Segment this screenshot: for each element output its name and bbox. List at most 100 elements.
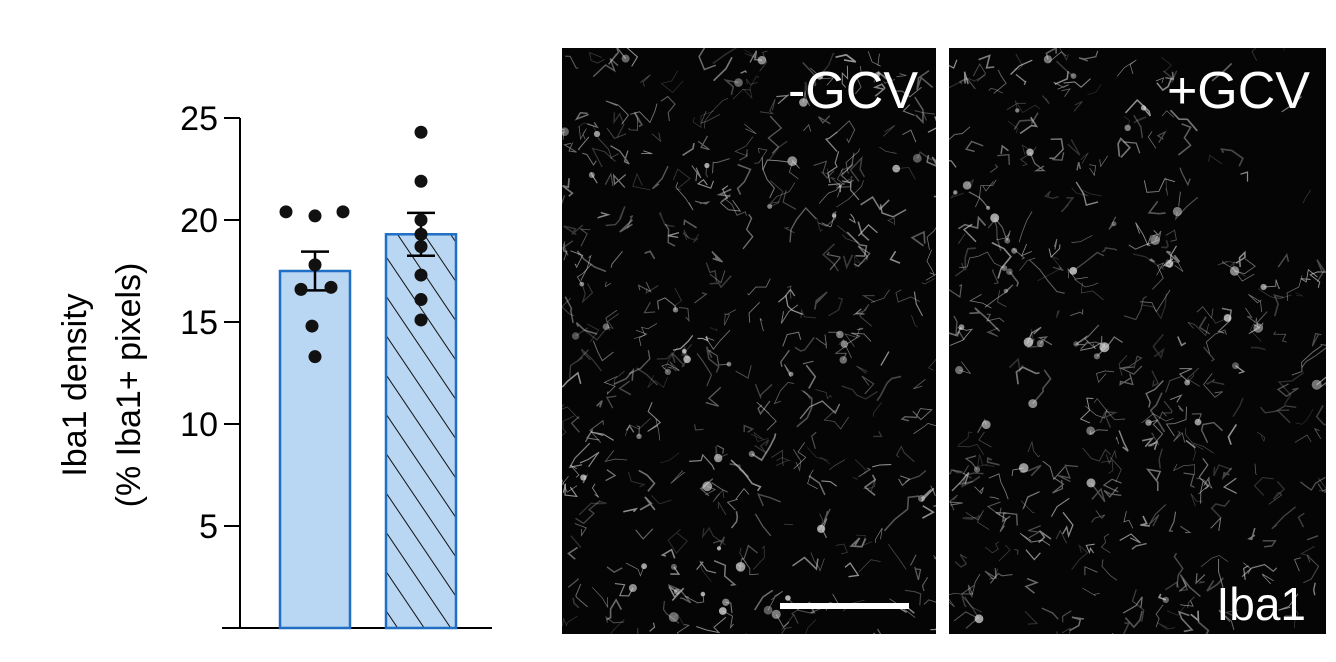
microglia-process <box>751 433 777 462</box>
microglia-process <box>1285 614 1296 629</box>
microglia-process <box>1300 476 1326 491</box>
microglia-process <box>745 633 747 634</box>
microglia-process <box>1261 573 1274 585</box>
microglia-process <box>572 597 580 609</box>
microglia-process <box>949 284 963 298</box>
microglia-process <box>1027 525 1042 539</box>
microglia-process <box>605 395 617 409</box>
microglia-process <box>1256 431 1266 442</box>
microglia-process <box>597 211 611 219</box>
microglia-process <box>605 309 618 331</box>
microglia-process <box>998 544 1011 562</box>
microglia-process <box>582 152 597 166</box>
microglia-process <box>711 158 730 174</box>
microglia-process <box>735 365 752 379</box>
microglia-process <box>1042 95 1050 105</box>
microglia-soma <box>722 598 730 606</box>
microglia-process <box>852 477 858 480</box>
microglia-process <box>1200 421 1224 444</box>
microglia-process <box>967 584 974 598</box>
microglia-process <box>592 57 619 78</box>
microglia-process <box>1243 562 1252 575</box>
microglia-process <box>635 329 648 346</box>
microglia-process <box>628 112 639 131</box>
microglia-process <box>1163 258 1174 269</box>
microglia-process <box>1001 512 1018 526</box>
microglia-process <box>651 165 669 190</box>
microglia-process <box>1178 191 1181 207</box>
microglia-process <box>1303 554 1320 584</box>
microglia-process <box>699 560 712 582</box>
microglia-process <box>783 364 792 378</box>
microglia-process <box>782 331 802 347</box>
microglia-process <box>1141 413 1174 424</box>
microglia-process <box>605 615 625 624</box>
microglia-soma <box>1111 221 1117 227</box>
microglia-process <box>968 191 989 209</box>
microglia-process <box>667 584 692 604</box>
microglia-process <box>1024 610 1039 625</box>
microglia-process <box>682 233 700 243</box>
microglia-process <box>997 153 1011 165</box>
microglia-process <box>700 110 721 124</box>
microglia-process <box>986 327 999 337</box>
microglia-process <box>689 453 715 470</box>
microglia-process <box>949 192 964 199</box>
microglia-process <box>1029 259 1065 294</box>
microglia-process <box>922 505 935 519</box>
microglia-process <box>1173 552 1184 588</box>
microglia-process <box>592 340 614 362</box>
microglia-soma <box>636 433 642 439</box>
microglia-process <box>1116 59 1137 77</box>
microglia-process <box>856 365 868 374</box>
microglia-process <box>1163 400 1173 414</box>
microglia-process <box>754 513 772 537</box>
microglia-process <box>810 552 825 573</box>
microglia-process <box>682 229 690 241</box>
microglia-process <box>1295 292 1304 297</box>
microglia-process <box>613 112 625 138</box>
microglia-process <box>610 618 625 634</box>
micrograph-background <box>562 48 936 634</box>
microglia-process <box>1156 130 1167 143</box>
microglia-process <box>926 227 936 250</box>
microglia-process <box>904 589 922 606</box>
microglia-process <box>1073 100 1083 112</box>
microglia-process <box>780 349 790 367</box>
microglia-process <box>628 349 651 375</box>
microglia-process <box>1118 354 1128 376</box>
microglia-process <box>1257 288 1292 300</box>
microglia-process <box>568 442 591 469</box>
microglia-process <box>991 241 1012 279</box>
microglia-process <box>1067 139 1081 156</box>
microglia-process <box>613 370 625 386</box>
microglia-process <box>1073 324 1100 350</box>
microglia-process <box>902 129 917 143</box>
microglia-process <box>846 332 872 345</box>
microglia-process <box>713 560 737 586</box>
microglia-process <box>949 126 971 140</box>
microglia-process <box>655 418 661 441</box>
microglia-process <box>754 589 774 611</box>
microglia-process <box>569 349 589 378</box>
microglia-process <box>783 226 795 234</box>
microglia-process <box>1172 464 1196 475</box>
microglia-soma <box>1069 267 1078 275</box>
microglia-process <box>1151 370 1159 388</box>
microglia-process <box>1056 310 1060 318</box>
microglia-process <box>1053 81 1070 90</box>
microglia-soma <box>1086 478 1096 488</box>
microglia-soma <box>700 591 706 597</box>
microglia-process <box>649 622 656 632</box>
microglia-process <box>1197 620 1210 634</box>
microglia-process <box>1210 499 1231 518</box>
microglia-process <box>589 419 604 444</box>
microglia-process <box>750 431 769 443</box>
microglia-process <box>626 48 639 67</box>
microglia-process <box>807 447 831 465</box>
microglia-process <box>1165 406 1188 437</box>
microglia-soma <box>580 474 587 481</box>
microglia-process <box>658 211 675 228</box>
microglia-process <box>783 523 794 526</box>
microglia-soma <box>668 612 679 623</box>
